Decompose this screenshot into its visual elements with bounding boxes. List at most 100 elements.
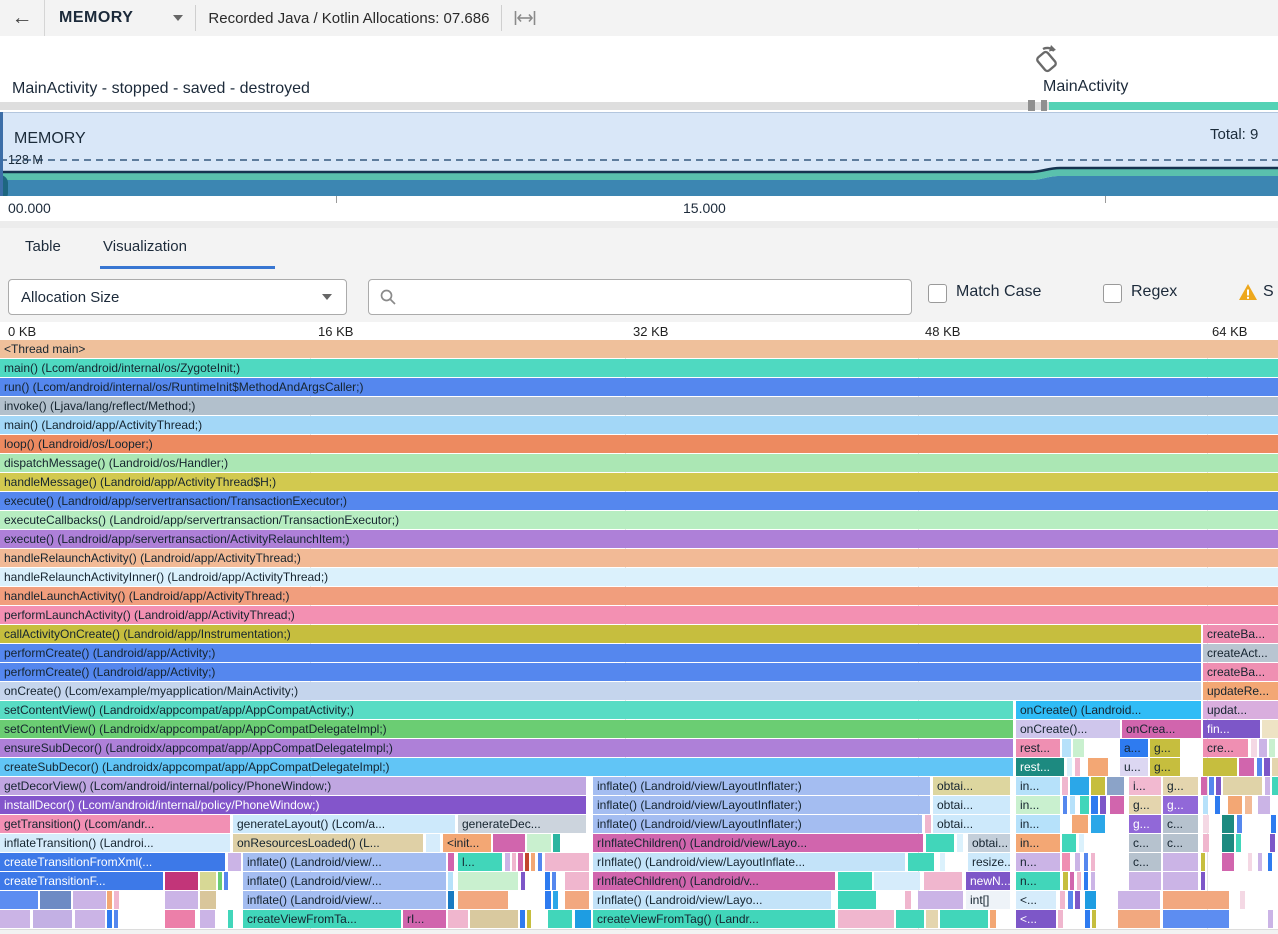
flame-segment-sliver[interactable] <box>1203 758 1237 776</box>
flame-segment[interactable]: obtai... <box>933 777 1010 795</box>
flame-segment-sliver[interactable] <box>1258 796 1270 814</box>
flame-segment-sliver[interactable] <box>575 910 591 928</box>
flame-segment[interactable]: onCreate() (Lcom/example/myapplication/M… <box>0 682 1201 700</box>
flame-segment-sliver[interactable] <box>1251 739 1257 757</box>
flame-segment-sliver[interactable] <box>1272 758 1278 776</box>
flame-segment-sliver[interactable] <box>218 872 222 890</box>
flame-segment-sliver[interactable] <box>458 872 518 890</box>
flame-segment[interactable]: createTransitionFromXml(... <box>0 853 225 871</box>
flame-segment-sliver[interactable] <box>1268 910 1273 928</box>
flame-segment-sliver[interactable] <box>838 872 872 890</box>
tab-table[interactable]: Table <box>25 238 61 255</box>
flame-segment[interactable]: c... <box>1163 834 1198 852</box>
flame-segment-sliver[interactable] <box>1223 777 1262 795</box>
flame-segment[interactable]: generateDec... <box>458 815 586 833</box>
flame-segment[interactable]: inflate() (Landroid/view/LayoutInflater;… <box>593 796 930 814</box>
flame-segment-sliver[interactable] <box>1203 815 1209 833</box>
flame-segment[interactable]: installDecor() (Lcom/android/internal/po… <box>0 796 586 814</box>
flame-segment-sliver[interactable] <box>838 891 876 909</box>
flame-segment[interactable]: executeCallbacks() (Landroid/app/servert… <box>0 511 1278 529</box>
flame-segment[interactable]: createBa... <box>1203 625 1278 643</box>
flame-segment-sliver[interactable] <box>1215 796 1220 814</box>
flame-segment-sliver[interactable] <box>940 853 945 871</box>
flame-segment-sliver[interactable] <box>1265 777 1270 795</box>
flame-segment[interactable]: createSubDecor() (Landroidx/appcompat/ap… <box>0 758 1013 776</box>
flame-segment[interactable]: i... <box>1129 777 1161 795</box>
flame-segment[interactable]: inflate() (Landroid/view/... <box>243 872 446 890</box>
flame-segment[interactable]: rI... <box>403 910 446 928</box>
flame-segment-sliver[interactable] <box>1201 872 1205 890</box>
flame-segment-sliver[interactable] <box>1068 891 1073 909</box>
flame-segment-sliver[interactable] <box>1062 739 1071 757</box>
flame-segment[interactable]: callActivityOnCreate() (Landroid/app/Ins… <box>0 625 1201 643</box>
flame-segment[interactable]: getDecorView() (Lcom/android/internal/po… <box>0 777 586 795</box>
flame-segment[interactable]: loop() (Landroid/os/Looper;) <box>0 435 1278 453</box>
zoom-to-fit-icon[interactable] <box>514 10 536 26</box>
flame-segment-sliver[interactable] <box>1070 777 1089 795</box>
flame-segment-sliver[interactable] <box>165 872 198 890</box>
flame-segment-sliver[interactable] <box>1084 872 1088 890</box>
flame-segment[interactable]: g... <box>1163 796 1198 814</box>
flame-segment-sliver[interactable] <box>1118 910 1160 928</box>
flame-segment-sliver[interactable] <box>531 853 535 871</box>
flame-segment-sliver[interactable] <box>1222 834 1234 852</box>
flame-segment-sliver[interactable] <box>1092 910 1096 928</box>
flame-segment-sliver[interactable] <box>527 834 551 852</box>
event-marker[interactable] <box>1028 100 1035 111</box>
flame-segment[interactable]: rInflate() (Landroid/view/Layo... <box>593 891 831 909</box>
flame-segment-sliver[interactable] <box>1271 815 1276 833</box>
flame-segment[interactable]: createAct... <box>1203 644 1278 662</box>
flame-segment[interactable]: g... <box>1163 777 1198 795</box>
flame-segment-sliver[interactable] <box>1058 910 1063 928</box>
flame-segment-sliver[interactable] <box>1201 853 1205 871</box>
flame-segment-sliver[interactable] <box>926 910 938 928</box>
flame-segment-sliver[interactable] <box>1236 834 1241 852</box>
flame-segment-sliver[interactable] <box>545 872 550 890</box>
search-input[interactable] <box>403 281 907 313</box>
flame-segment[interactable]: <... <box>1016 891 1056 909</box>
flame-segment-sliver[interactable] <box>448 891 454 909</box>
flame-segment-sliver[interactable] <box>1110 796 1124 814</box>
flame-segment-sliver[interactable] <box>1262 720 1278 738</box>
flame-segment-sliver[interactable] <box>114 910 118 928</box>
flame-segment[interactable]: performCreate() (Landroid/app/Activity;) <box>0 644 1201 662</box>
flame-segment-sliver[interactable] <box>1062 834 1076 852</box>
flame-segment-sliver[interactable] <box>1107 777 1124 795</box>
flame-segment-sliver[interactable] <box>33 910 72 928</box>
flame-segment[interactable]: generateLayout() (Lcom/a... <box>233 815 455 833</box>
flame-segment[interactable]: resize... <box>968 853 1010 871</box>
flame-segment-sliver[interactable] <box>905 891 911 909</box>
flame-segment-sliver[interactable] <box>0 910 30 928</box>
flame-segment[interactable]: in... <box>1016 815 1060 833</box>
flame-segment-sliver[interactable] <box>1257 758 1262 776</box>
flame-segment[interactable]: createViewFromTag() (Landr... <box>593 910 835 928</box>
flame-segment-sliver[interactable] <box>908 853 934 871</box>
flame-segment-sliver[interactable] <box>1088 758 1108 776</box>
flame-segment-sliver[interactable] <box>1070 872 1074 890</box>
event-marker[interactable] <box>1041 100 1047 111</box>
flame-segment[interactable]: createTransitionF... <box>0 872 163 890</box>
flame-segment-sliver[interactable] <box>527 910 531 928</box>
regex-checkbox[interactable] <box>1103 284 1122 303</box>
flame-segment-sliver[interactable] <box>200 910 215 928</box>
flame-segment-sliver[interactable] <box>925 815 931 833</box>
flame-segment-sliver[interactable] <box>1091 815 1105 833</box>
flame-segment-sliver[interactable] <box>545 853 589 871</box>
flame-segment-sliver[interactable] <box>1080 796 1089 814</box>
flame-segment[interactable]: <Thread main> <box>0 340 1278 358</box>
flame-segment-sliver[interactable] <box>1248 853 1252 871</box>
flame-segment[interactable]: performLaunchActivity() (Landroid/app/Ac… <box>0 606 1278 624</box>
flame-segment[interactable]: onResourcesLoaded() (L... <box>233 834 423 852</box>
flame-segment[interactable]: execute() (Landroid/app/servertransactio… <box>0 530 1278 548</box>
flame-segment-sliver[interactable] <box>1163 910 1229 928</box>
flame-segment[interactable]: inflate() (Landroid/view/LayoutInflater;… <box>593 777 930 795</box>
flame-segment-sliver[interactable] <box>448 910 468 928</box>
flame-segment-sliver[interactable] <box>1077 872 1081 890</box>
flame-segment-sliver[interactable] <box>1118 891 1160 909</box>
flame-segment-sliver[interactable] <box>1100 796 1106 814</box>
flame-segment-sliver[interactable] <box>565 891 589 909</box>
flame-segment-sliver[interactable] <box>1237 815 1242 833</box>
flame-segment-sliver[interactable] <box>525 853 529 871</box>
flame-segment-sliver[interactable] <box>1085 891 1096 909</box>
flame-segment[interactable]: c... <box>1129 834 1161 852</box>
